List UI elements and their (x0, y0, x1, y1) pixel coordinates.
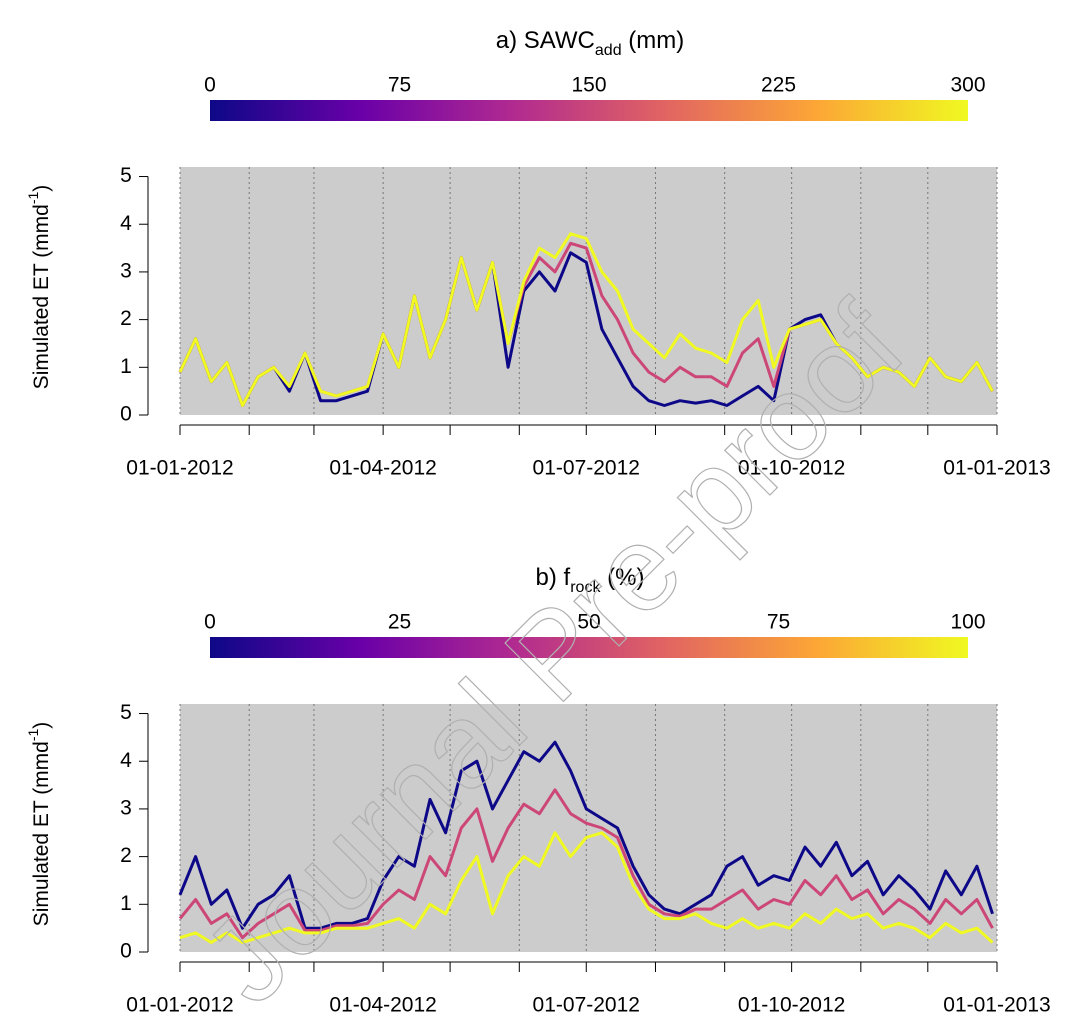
y-axis-label: Simulated ET (mmd-1) (25, 185, 53, 390)
colorbar-tick-label: 25 (388, 611, 411, 634)
title-subscript: rock (570, 579, 601, 596)
y-tick-label: 3 (120, 796, 132, 819)
colorbar-tick-label: 0 (204, 611, 216, 634)
colorbar-tick-label: 100 (950, 611, 985, 634)
y-axis-label: Simulated ET (mmd-1) (25, 722, 53, 927)
y-label-text: Simulated ET (mmd (30, 204, 53, 389)
y-tick-label: 0 (120, 940, 132, 963)
colorbar-tick-label: 75 (388, 74, 411, 97)
x-tick-label: 01-10-2012 (738, 457, 845, 480)
chart-title: a) SAWCadd (mm) (496, 27, 684, 58)
colorbar (210, 637, 968, 658)
title-text: (mm) (622, 27, 685, 54)
x-tick-label: 01-01-2012 (126, 457, 233, 480)
y-tick-label: 3 (120, 259, 132, 282)
series-line (179, 831, 994, 944)
x-tick-label: 01-10-2012 (738, 994, 845, 1017)
title-text: b) f (536, 564, 571, 591)
y-tick-label: 5 (120, 164, 132, 187)
series-line (178, 740, 994, 930)
x-tick-label: 01-01-2012 (126, 994, 233, 1017)
colorbar-tick-label: 225 (761, 74, 796, 97)
chart-title: b) frock (%) (536, 564, 645, 595)
series-line (178, 232, 994, 407)
colorbar-tick-label: 0 (204, 74, 216, 97)
x-tick-label: 01-04-2012 (329, 994, 436, 1017)
y-tick-label: 1 (120, 892, 132, 915)
title-text: a) SAWC (496, 27, 595, 54)
y-label-superscript: -1 (25, 728, 41, 741)
y-tick-label: 0 (120, 403, 132, 426)
y-label-text: ) (30, 722, 53, 729)
x-tick-label: 01-07-2012 (533, 457, 640, 480)
y-tick-label: 2 (120, 307, 132, 330)
colorbar-tick-label: 75 (767, 611, 790, 634)
y-tick-label: 4 (120, 749, 132, 772)
y-label-superscript: -1 (25, 191, 41, 204)
y-tick-label: 5 (120, 701, 132, 724)
y-label-text: Simulated ET (mmd (30, 741, 53, 926)
x-tick-label: 01-04-2012 (329, 457, 436, 480)
title-text: (%) (600, 564, 644, 591)
y-label-text: ) (30, 185, 53, 192)
x-tick-label: 01-01-2013 (943, 994, 1050, 1017)
series-line (178, 788, 994, 940)
x-tick-label: 01-07-2012 (533, 994, 640, 1017)
y-tick-label: 4 (120, 212, 132, 235)
y-tick-label: 2 (120, 844, 132, 867)
y-tick-label: 1 (120, 355, 132, 378)
x-tick-label: 01-01-2013 (943, 457, 1050, 480)
title-subscript: add (595, 42, 622, 59)
colorbar-tick-label: 50 (577, 611, 600, 634)
colorbar (210, 100, 968, 121)
colorbar-tick-label: 300 (950, 74, 985, 97)
colorbar-tick-label: 150 (571, 74, 606, 97)
